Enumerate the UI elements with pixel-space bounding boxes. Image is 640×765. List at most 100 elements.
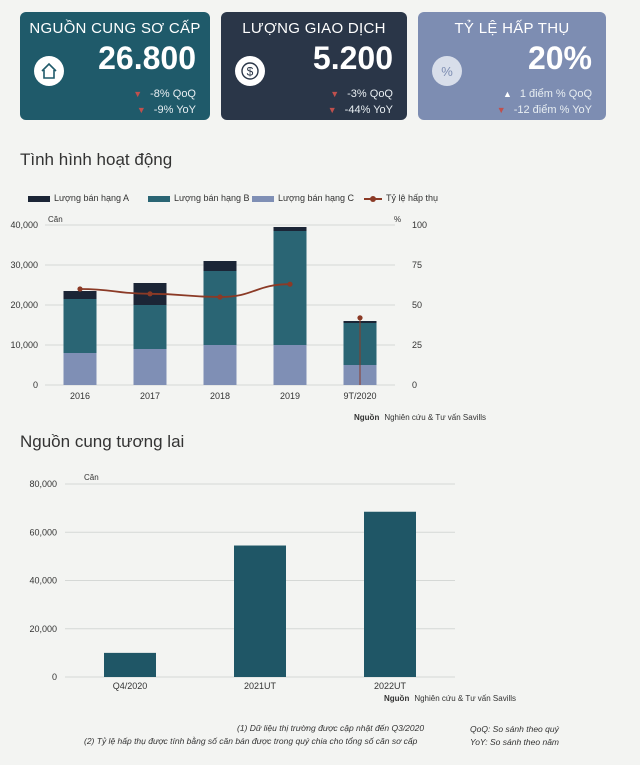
bar-grade-b	[203, 271, 237, 345]
change-text: -9% YoY	[153, 104, 196, 116]
card-title: TỶ LỆ HẤP THỤ	[454, 20, 570, 37]
x-tick-label: 2016	[70, 391, 90, 401]
absorption-point	[287, 281, 293, 287]
svg-text:$: $	[247, 65, 254, 79]
y-tick-label: 0	[33, 380, 38, 390]
card-value: 26.800	[98, 40, 196, 76]
card-value: 20%	[527, 40, 592, 76]
legend-item-absorption: Tỷ lệ hấp thụ	[364, 193, 438, 203]
kpi-card-absorption-rate: TỶ LỆ HẤP THỤ % 20% ▲ 1 điểm % QoQ ▼ -12 đ…	[418, 12, 606, 120]
card-title: LƯỢNG GIAO DỊCH	[242, 20, 386, 37]
bar-grade-c	[63, 353, 97, 385]
arrow-down-icon: ▼	[330, 89, 340, 99]
x-tick-label: 2017	[140, 391, 160, 401]
bar-grade-c	[133, 349, 167, 385]
y-tick-label: 10,000	[10, 340, 38, 350]
change-row: ▼ -12 điểm % YoY	[497, 104, 592, 116]
dollar-icon: $	[235, 56, 265, 86]
source-text: Nghiên cứu & Tư vấn Savills	[414, 694, 517, 703]
y2-tick-label: 75	[412, 260, 422, 270]
bar-grade-c	[203, 345, 237, 385]
bar-grade-a	[203, 261, 237, 271]
absorption-point	[357, 315, 363, 321]
y-axis-label: Căn	[84, 473, 99, 482]
y-tick-label: 20,000	[10, 300, 38, 310]
arrow-down-icon: ▼	[133, 89, 143, 99]
legend-line-swatch	[364, 195, 382, 202]
x-tick-label: 2019	[280, 391, 300, 401]
y2-axis-label: %	[394, 215, 401, 224]
arrow-up-icon: ▲	[502, 89, 512, 99]
source-label: Nguồn	[354, 413, 380, 422]
y2-tick-label: 25	[412, 340, 422, 350]
absorption-point	[147, 291, 153, 297]
kpi-card-transactions: LƯỢNG GIAO DỊCH $ 5.200 ▼ -3% QoQ ▼ -44% Y…	[221, 12, 407, 120]
absorption-point	[217, 294, 223, 300]
change-row: ▼ -44% YoY	[328, 104, 393, 116]
change-text: -44% YoY	[344, 104, 393, 116]
arrow-down-icon: ▼	[496, 105, 506, 115]
bar-future-supply	[234, 545, 286, 677]
legend-swatch	[148, 195, 170, 202]
bar-grade-b	[63, 299, 97, 353]
y-tick-label: 40,000	[29, 576, 57, 586]
y-tick-label: 30,000	[10, 260, 38, 270]
change-text: -3% QoQ	[347, 88, 393, 100]
bar-grade-b	[273, 231, 307, 345]
source-note: Nguồn Nghiên cứu & Tư vấn Savills	[354, 413, 486, 422]
y-tick-label: 0	[52, 672, 57, 682]
y-axis-label: Căn	[48, 215, 63, 224]
y-tick-label: 60,000	[29, 527, 57, 537]
x-tick-label: Q4/2020	[113, 681, 148, 691]
bar-grade-b	[133, 305, 167, 349]
house-icon	[34, 56, 64, 86]
x-tick-label: 9T/2020	[343, 391, 376, 401]
y2-tick-label: 50	[412, 300, 422, 310]
legend-item-grade-c: Lượng bán hạng C	[252, 193, 354, 203]
absorption-point	[77, 286, 83, 292]
bar-grade-a	[63, 291, 97, 299]
footnote-1: (1) Dữ liệu thị trường được cập nhật đến…	[237, 723, 425, 733]
legend-item-grade-a: Lượng bán hạng A	[28, 193, 129, 203]
bar-grade-a	[273, 227, 307, 231]
x-tick-label: 2022UT	[374, 681, 407, 691]
absorption-line	[79, 283, 291, 298]
legend-label: Lượng bán hạng C	[278, 193, 354, 203]
change-row: ▲ 1 điểm % QoQ	[503, 88, 592, 100]
change-text: 1 điểm % QoQ	[519, 88, 592, 100]
footnote-2: (2) Tỷ lệ hấp thụ được tính bằng số căn …	[84, 736, 418, 746]
card-title: NGUỒN CUNG SƠ CẤP	[29, 20, 201, 37]
card-value: 5.200	[312, 40, 393, 76]
source-note: Nguồn Nghiên cứu & Tư vấn Savills	[384, 694, 516, 703]
y2-tick-label: 0	[412, 380, 417, 390]
chart-performance: 0 10,000 20,000 30,000 40,000 0 25 50 75 100 Căn % 2…	[10, 215, 427, 401]
footnote-yoy: YoY: So sánh theo năm	[470, 737, 559, 747]
legend-swatch	[28, 195, 50, 202]
arrow-down-icon: ▼	[327, 105, 337, 115]
bar-future-supply	[104, 652, 156, 677]
change-text: -8% QoQ	[150, 88, 196, 100]
legend-item-grade-b: Lượng bán hạng B	[148, 193, 250, 203]
chart1-legend: Lượng bán hạng A Lượng bán hạng B Lượng …	[20, 193, 620, 209]
legend-label: Lượng bán hạng B	[174, 193, 250, 203]
y-tick-label: 20,000	[29, 624, 57, 634]
chart-future-supply: 0 20,000 40,000 60,000 80,000 Căn Q4/2020 2021U…	[29, 473, 455, 691]
change-row: ▼ -9% YoY	[137, 104, 196, 116]
y-tick-label: 40,000	[10, 220, 38, 230]
source-text: Nghiên cứu & Tư vấn Savills	[384, 413, 487, 422]
legend-label: Lượng bán hạng A	[54, 193, 129, 203]
kpi-card-primary-supply: NGUỒN CUNG SƠ CẤP 26.800 ▼ -8% QoQ ▼ -9% Y…	[20, 12, 210, 120]
source-label: Nguồn	[384, 694, 410, 703]
bar-grade-c	[273, 345, 307, 385]
y2-tick-label: 100	[412, 220, 427, 230]
x-tick-label: 2018	[210, 391, 230, 401]
arrow-down-icon: ▼	[136, 105, 146, 115]
svg-text:%: %	[441, 64, 453, 79]
section-title-future-supply: Nguồn cung tương lai	[20, 432, 185, 451]
bar-future-supply	[364, 511, 416, 677]
change-text: -12 điểm % YoY	[513, 104, 592, 116]
change-row: ▼ -3% QoQ	[330, 88, 393, 100]
legend-label: Tỷ lệ hấp thụ	[386, 193, 439, 203]
legend-swatch	[252, 195, 274, 202]
x-tick-label: 2021UT	[244, 681, 277, 691]
